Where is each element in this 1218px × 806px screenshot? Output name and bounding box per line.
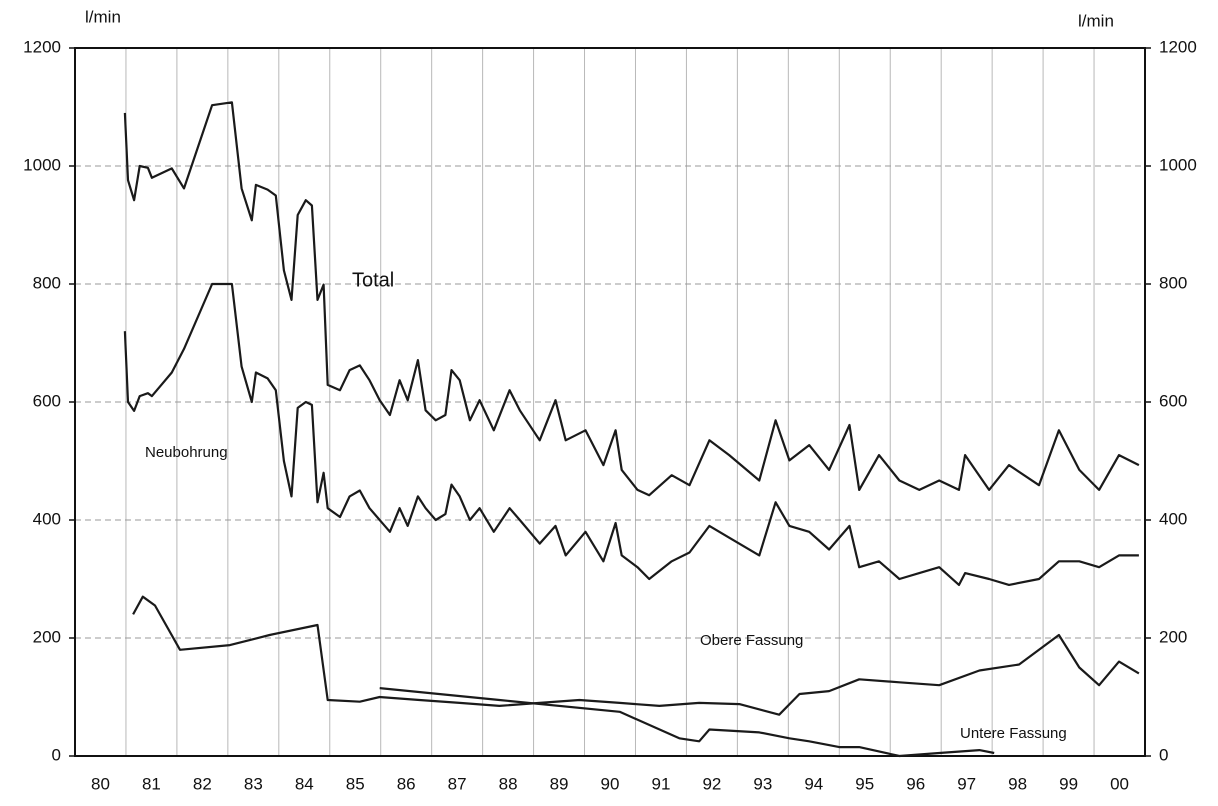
y-tick-label: 1000 — [23, 155, 61, 174]
x-tick-label: 94 — [804, 774, 823, 793]
series-line — [379, 687, 995, 758]
x-tick-label: 88 — [499, 774, 518, 793]
y2-tick-label: 800 — [1159, 273, 1187, 292]
x-tick-label: 96 — [906, 774, 925, 793]
x-tick-label: 98 — [1008, 774, 1027, 793]
x-tick-label: 97 — [957, 774, 976, 793]
y2-tick-label: 0 — [1159, 745, 1168, 764]
x-tick-label: 89 — [550, 774, 569, 793]
x-tick-label: 91 — [651, 774, 670, 793]
x-tick-label: 99 — [1059, 774, 1078, 793]
annotation: Total — [352, 269, 394, 291]
annotation: Obere Fassung — [700, 632, 803, 649]
x-tick-label: 92 — [702, 774, 721, 793]
x-tick-label: 86 — [397, 774, 416, 793]
y-tick-label: 800 — [33, 273, 61, 292]
y-axis-label: l/min — [85, 7, 121, 26]
y-tick-label: 200 — [33, 627, 61, 646]
y-tick-label: 0 — [52, 745, 61, 764]
x-tick-label: 90 — [601, 774, 620, 793]
x-tick-label: 85 — [346, 774, 365, 793]
y-tick-label: 600 — [33, 391, 61, 410]
y-tick-label: 400 — [33, 509, 61, 528]
x-tick-label: 82 — [193, 774, 212, 793]
x-tick-label: 83 — [244, 774, 263, 793]
y2-axis-label: l/min — [1078, 11, 1114, 30]
x-tick-label: 81 — [142, 774, 161, 793]
y2-tick-label: 1000 — [1159, 155, 1197, 174]
x-tick-label: 00 — [1110, 774, 1129, 793]
y-tick-label: 1200 — [23, 37, 61, 56]
annotation: Neubohrung — [145, 444, 228, 461]
x-tick-label: 80 — [91, 774, 110, 793]
series-line — [132, 595, 1140, 716]
x-tick-label: 93 — [753, 774, 772, 793]
y2-tick-label: 400 — [1159, 509, 1187, 528]
plot-frame — [74, 47, 1146, 757]
y2-tick-label: 600 — [1159, 391, 1187, 410]
x-tick-label: 95 — [855, 774, 874, 793]
series-line — [123, 101, 1140, 497]
x-tick-label: 84 — [295, 774, 314, 793]
annotation: Untere Fassung — [960, 725, 1067, 742]
series-line — [123, 282, 1139, 586]
y2-tick-label: 1200 — [1159, 37, 1197, 56]
x-tick-label: 87 — [448, 774, 467, 793]
y2-tick-label: 200 — [1159, 627, 1187, 646]
